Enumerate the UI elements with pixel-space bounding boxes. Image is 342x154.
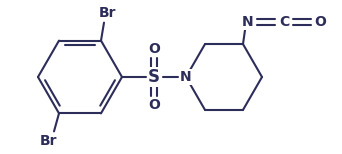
Text: C: C	[279, 15, 289, 29]
Text: O: O	[314, 15, 326, 29]
Text: O: O	[148, 98, 160, 112]
Text: S: S	[148, 68, 160, 86]
Text: N: N	[180, 70, 192, 84]
Text: Br: Br	[98, 6, 116, 20]
Text: O: O	[148, 42, 160, 56]
Text: N: N	[242, 15, 254, 29]
Text: Br: Br	[40, 134, 58, 148]
